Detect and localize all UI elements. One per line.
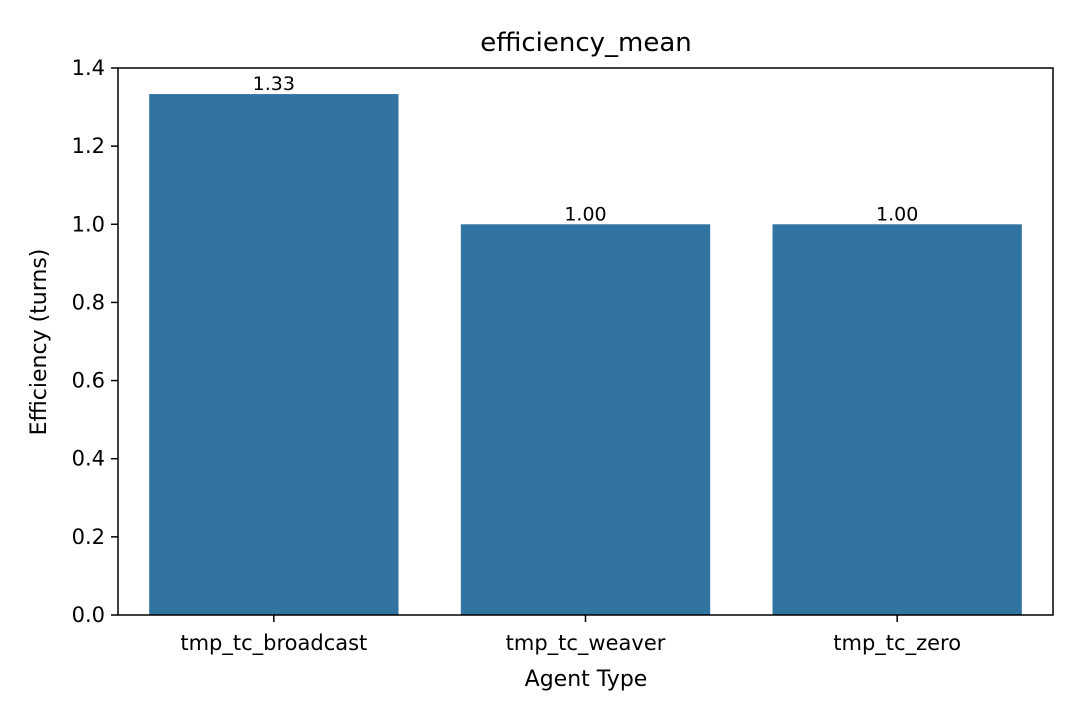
y-tick-label: 1.0 bbox=[72, 212, 105, 236]
bar-tmp_tc_weaver bbox=[460, 224, 711, 616]
data-label-tmp_tc_weaver: 1.00 bbox=[564, 203, 606, 225]
y-tick-label: 0.0 bbox=[72, 603, 105, 627]
x-tick-label-tmp_tc_zero: tmp_tc_zero bbox=[833, 631, 961, 656]
x-tick-label-tmp_tc_broadcast: tmp_tc_broadcast bbox=[180, 631, 367, 656]
data-label-tmp_tc_zero: 1.00 bbox=[876, 203, 918, 225]
x-tick-label-tmp_tc_weaver: tmp_tc_weaver bbox=[506, 631, 666, 656]
chart-title: efficiency_mean bbox=[480, 28, 692, 58]
y-tick-label: 0.2 bbox=[72, 525, 105, 549]
y-axis-label: Efficiency (turns) bbox=[27, 249, 52, 436]
y-tick-label: 1.4 bbox=[72, 56, 105, 80]
y-tick-label: 0.6 bbox=[72, 369, 105, 393]
data-label-tmp_tc_broadcast: 1.33 bbox=[253, 73, 295, 95]
y-tick-label: 0.8 bbox=[72, 290, 105, 314]
bar-tmp_tc_zero bbox=[772, 224, 1022, 616]
ticks-group: tmp_tc_broadcast tmp_tc_weaver tmp_tc_zero… bbox=[72, 56, 961, 656]
plot-frame bbox=[117, 67, 1054, 616]
y-tick-label: 0.4 bbox=[72, 447, 105, 471]
bar-tmp_tc_broadcast bbox=[149, 94, 399, 615]
bars-group: 1.33 1.00 1.00 bbox=[149, 73, 1022, 616]
y-tick-label: 1.2 bbox=[72, 134, 105, 158]
x-axis-label: Agent Type bbox=[525, 667, 648, 692]
